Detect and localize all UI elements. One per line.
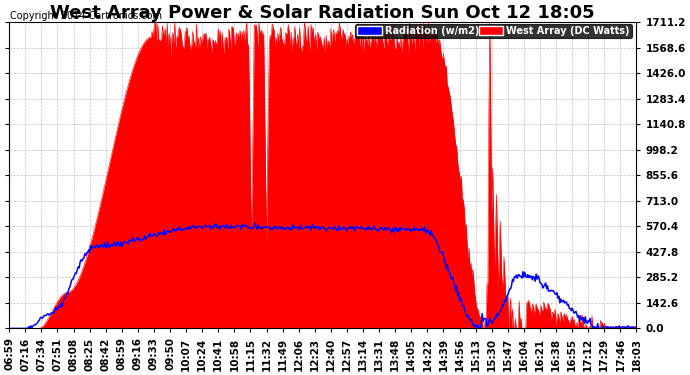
- Title: West Array Power & Solar Radiation Sun Oct 12 18:05: West Array Power & Solar Radiation Sun O…: [50, 4, 595, 22]
- Legend: Radiation (w/m2), West Array (DC Watts): Radiation (w/m2), West Array (DC Watts): [355, 24, 631, 38]
- Text: Copyright 2014 Cartronics.com: Copyright 2014 Cartronics.com: [10, 11, 162, 21]
